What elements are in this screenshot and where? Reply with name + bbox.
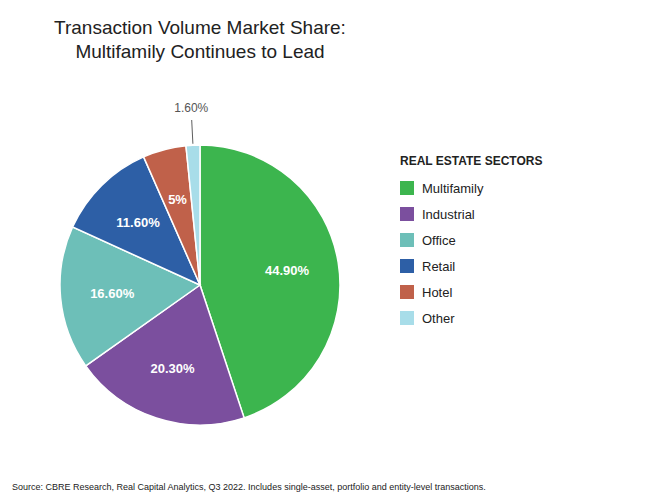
data-label: 16.60% <box>90 286 135 301</box>
legend-swatch <box>400 181 414 195</box>
title-line: Multifamily Continues to Lead <box>75 41 324 62</box>
data-label: 20.30% <box>150 361 195 376</box>
data-label: 1.60% <box>174 101 208 115</box>
legend-entry: Hotel <box>422 285 452 300</box>
legend-title: REAL ESTATE SECTORS <box>400 154 542 168</box>
background <box>0 0 650 500</box>
legend-entry: Retail <box>422 259 455 274</box>
legend-swatch <box>400 259 414 273</box>
legend-entry: Other <box>422 311 455 326</box>
legend-swatch <box>400 285 414 299</box>
legend-swatch <box>400 311 414 325</box>
legend-entry: Multifamily <box>422 181 484 196</box>
data-label: 11.60% <box>116 215 160 230</box>
legend-swatch <box>400 207 414 221</box>
legend: REAL ESTATE SECTORS Multifamily Industrial… <box>400 154 542 326</box>
title-line: Transaction Volume Market Share: <box>54 17 346 38</box>
data-label: 5% <box>168 192 187 207</box>
legend-swatch <box>400 233 414 247</box>
title: Transaction Volume Market Share: Multifam… <box>54 17 346 62</box>
source-note: Source: CBRE Research, Real Capital Anal… <box>12 482 486 492</box>
chart-container: Transaction Volume Market Share: Multifam… <box>0 0 650 500</box>
legend-entry: Industrial <box>422 207 475 222</box>
data-label: 44.90% <box>265 263 310 278</box>
pie-slice <box>186 145 200 285</box>
legend-entry: Office <box>422 233 456 248</box>
pie <box>60 145 340 425</box>
leader-line <box>192 120 193 144</box>
data-labels: 44.90% 20.30% 16.60% 11.60% 5% 1.60% <box>90 101 309 377</box>
chart: Transaction Volume Market Share: Multifam… <box>0 0 650 500</box>
